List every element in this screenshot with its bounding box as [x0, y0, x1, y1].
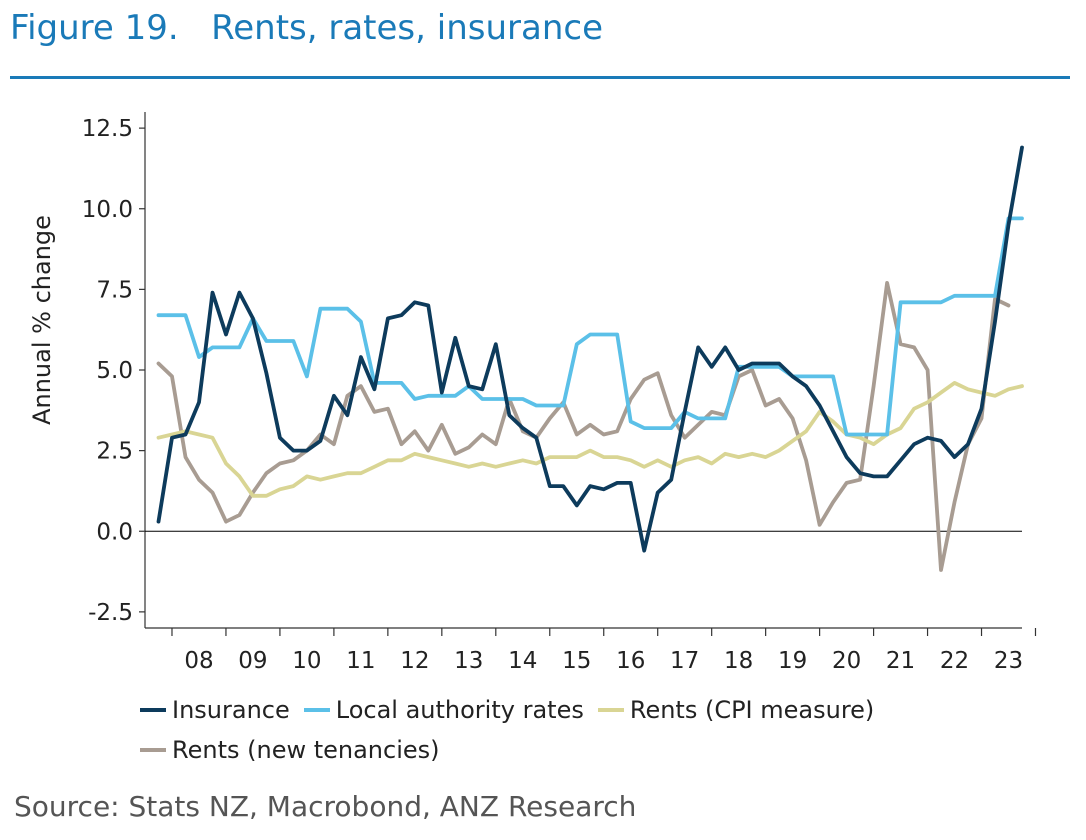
- y-axis-label: Annual % change: [28, 215, 56, 425]
- x-tick-label: 09: [238, 648, 267, 674]
- series-line-local-authority-rates: [156, 216, 1024, 437]
- x-tick-label: 17: [670, 648, 699, 674]
- x-tick-label: 12: [400, 648, 429, 674]
- legend-swatch-rents-new-tenancies: [140, 748, 166, 752]
- legend-item-insurance: Insurance: [140, 696, 290, 724]
- figure-label: Figure 19.: [10, 8, 179, 48]
- legend-label-insurance: Insurance: [172, 696, 290, 724]
- y-tick-label: 10.0: [82, 197, 133, 223]
- legend-label-rents-cpi: Rents (CPI measure): [629, 696, 875, 724]
- source-note: Source: Stats NZ, Macrobond, ANZ Researc…: [14, 790, 637, 823]
- x-tick-label: 10: [292, 648, 321, 674]
- x-tick-label: 20: [832, 648, 861, 674]
- x-tick-label: 15: [562, 648, 591, 674]
- x-tick-label: 16: [616, 648, 645, 674]
- series-line-rents-cpi-measure: [156, 380, 1024, 498]
- x-tick-label: 11: [346, 648, 375, 674]
- figure-title-text: Rents, rates, insurance: [211, 8, 603, 48]
- y-tick-label: 2.5: [96, 439, 133, 465]
- x-tick-label: 18: [724, 648, 753, 674]
- y-tick-label: 12.5: [82, 116, 133, 142]
- x-tick-label: 21: [886, 648, 915, 674]
- x-tick-label: 13: [454, 648, 483, 674]
- legend-swatch-rents-cpi: [597, 708, 624, 712]
- x-tick-label: 14: [508, 648, 537, 674]
- y-tick-label: -2.5: [88, 600, 133, 626]
- legend-swatch-local-authority-rates: [303, 708, 330, 712]
- y-tick-label: 5.0: [96, 358, 133, 384]
- legend: Insurance Local authority rates Rents (C…: [140, 690, 1020, 770]
- y-tick-label: 0.0: [96, 519, 133, 545]
- legend-item-rents-new-tenancies: Rents (new tenancies): [140, 736, 440, 764]
- figure-title: Figure 19. Rents, rates, insurance: [10, 8, 603, 48]
- legend-item-local-authority-rates: Local authority rates: [303, 696, 584, 724]
- line-chart: -2.5 0.0 2.5 5.0 7.5 10.0 12.5 08 09 10 11 12 13 14 15…: [28, 112, 1037, 674]
- x-tick-label: 08: [184, 648, 213, 674]
- series-line-rents-new-tenancies: [156, 280, 1011, 572]
- legend-label-rents-new-tenancies: Rents (new tenancies): [172, 736, 440, 764]
- x-tick-label: 23: [994, 648, 1023, 674]
- y-tick-label: 7.5: [96, 277, 133, 303]
- legend-swatch-insurance: [140, 708, 166, 712]
- legend-item-rents-cpi: Rents (CPI measure): [597, 696, 875, 724]
- title-rule: [10, 76, 1070, 79]
- legend-label-local-authority-rates: Local authority rates: [335, 696, 584, 724]
- x-tick-label: 19: [778, 648, 807, 674]
- series-line-insurance: [156, 145, 1024, 553]
- x-tick-label: 22: [940, 648, 969, 674]
